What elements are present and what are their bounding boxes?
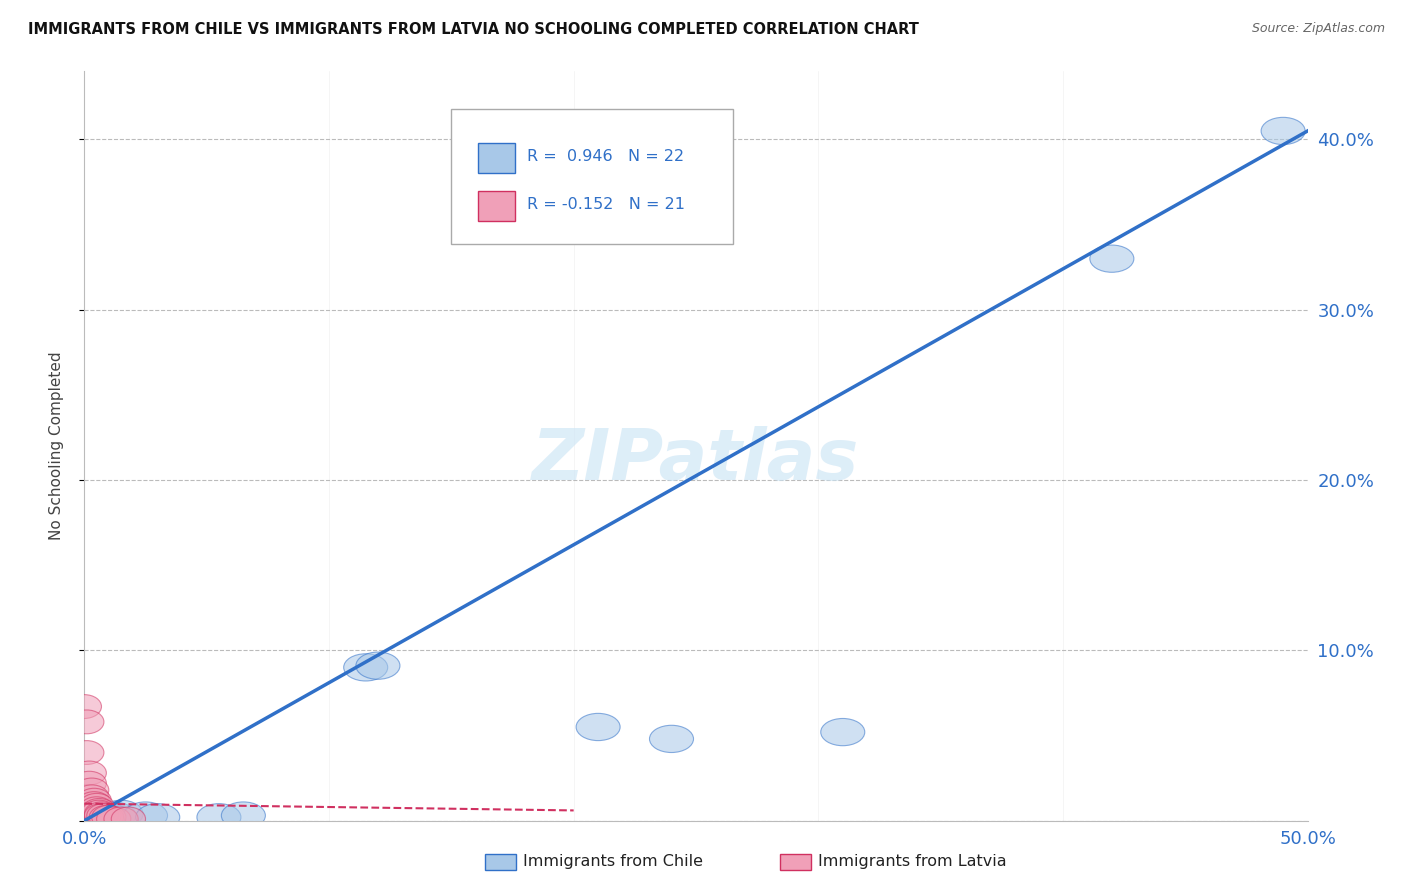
Ellipse shape [111, 807, 146, 830]
Ellipse shape [72, 761, 107, 785]
Ellipse shape [72, 772, 107, 795]
Text: Source: ZipAtlas.com: Source: ZipAtlas.com [1251, 22, 1385, 36]
Ellipse shape [80, 797, 114, 821]
Ellipse shape [91, 805, 127, 830]
Ellipse shape [821, 718, 865, 746]
Text: IMMIGRANTS FROM CHILE VS IMMIGRANTS FROM LATVIA NO SCHOOLING COMPLETED CORRELATI: IMMIGRANTS FROM CHILE VS IMMIGRANTS FROM… [28, 22, 920, 37]
Ellipse shape [84, 804, 118, 828]
Ellipse shape [197, 804, 240, 830]
Ellipse shape [87, 804, 131, 830]
Ellipse shape [91, 802, 136, 830]
Ellipse shape [221, 802, 266, 830]
Ellipse shape [89, 805, 124, 830]
FancyBboxPatch shape [451, 109, 733, 244]
Text: ZIPatlas: ZIPatlas [533, 426, 859, 495]
FancyBboxPatch shape [478, 143, 515, 172]
Ellipse shape [82, 804, 127, 830]
Text: R = -0.152   N = 21: R = -0.152 N = 21 [527, 197, 685, 212]
Text: R =  0.946   N = 22: R = 0.946 N = 22 [527, 149, 685, 163]
Ellipse shape [84, 802, 118, 826]
Ellipse shape [97, 807, 131, 830]
Ellipse shape [124, 802, 167, 830]
Ellipse shape [80, 793, 114, 817]
Ellipse shape [1261, 118, 1305, 145]
Ellipse shape [75, 804, 118, 830]
Text: Immigrants from Latvia: Immigrants from Latvia [818, 855, 1007, 869]
Ellipse shape [98, 800, 143, 828]
Ellipse shape [77, 792, 111, 815]
Ellipse shape [82, 798, 117, 822]
Ellipse shape [82, 800, 117, 824]
Ellipse shape [136, 804, 180, 830]
Ellipse shape [1090, 245, 1133, 272]
Ellipse shape [70, 710, 104, 734]
FancyBboxPatch shape [478, 191, 515, 221]
Ellipse shape [84, 805, 128, 832]
Ellipse shape [67, 695, 101, 718]
Ellipse shape [75, 785, 108, 809]
Ellipse shape [70, 804, 114, 830]
Ellipse shape [72, 805, 117, 832]
Text: Immigrants from Chile: Immigrants from Chile [523, 855, 703, 869]
Ellipse shape [343, 654, 388, 681]
Ellipse shape [576, 714, 620, 740]
Ellipse shape [67, 805, 111, 832]
Ellipse shape [77, 789, 111, 812]
Ellipse shape [75, 778, 108, 802]
Ellipse shape [104, 807, 138, 830]
Ellipse shape [650, 725, 693, 753]
Ellipse shape [356, 652, 399, 680]
Ellipse shape [70, 740, 104, 764]
Ellipse shape [77, 805, 121, 832]
Ellipse shape [87, 804, 121, 828]
Ellipse shape [80, 802, 124, 830]
Y-axis label: No Schooling Completed: No Schooling Completed [49, 351, 63, 541]
